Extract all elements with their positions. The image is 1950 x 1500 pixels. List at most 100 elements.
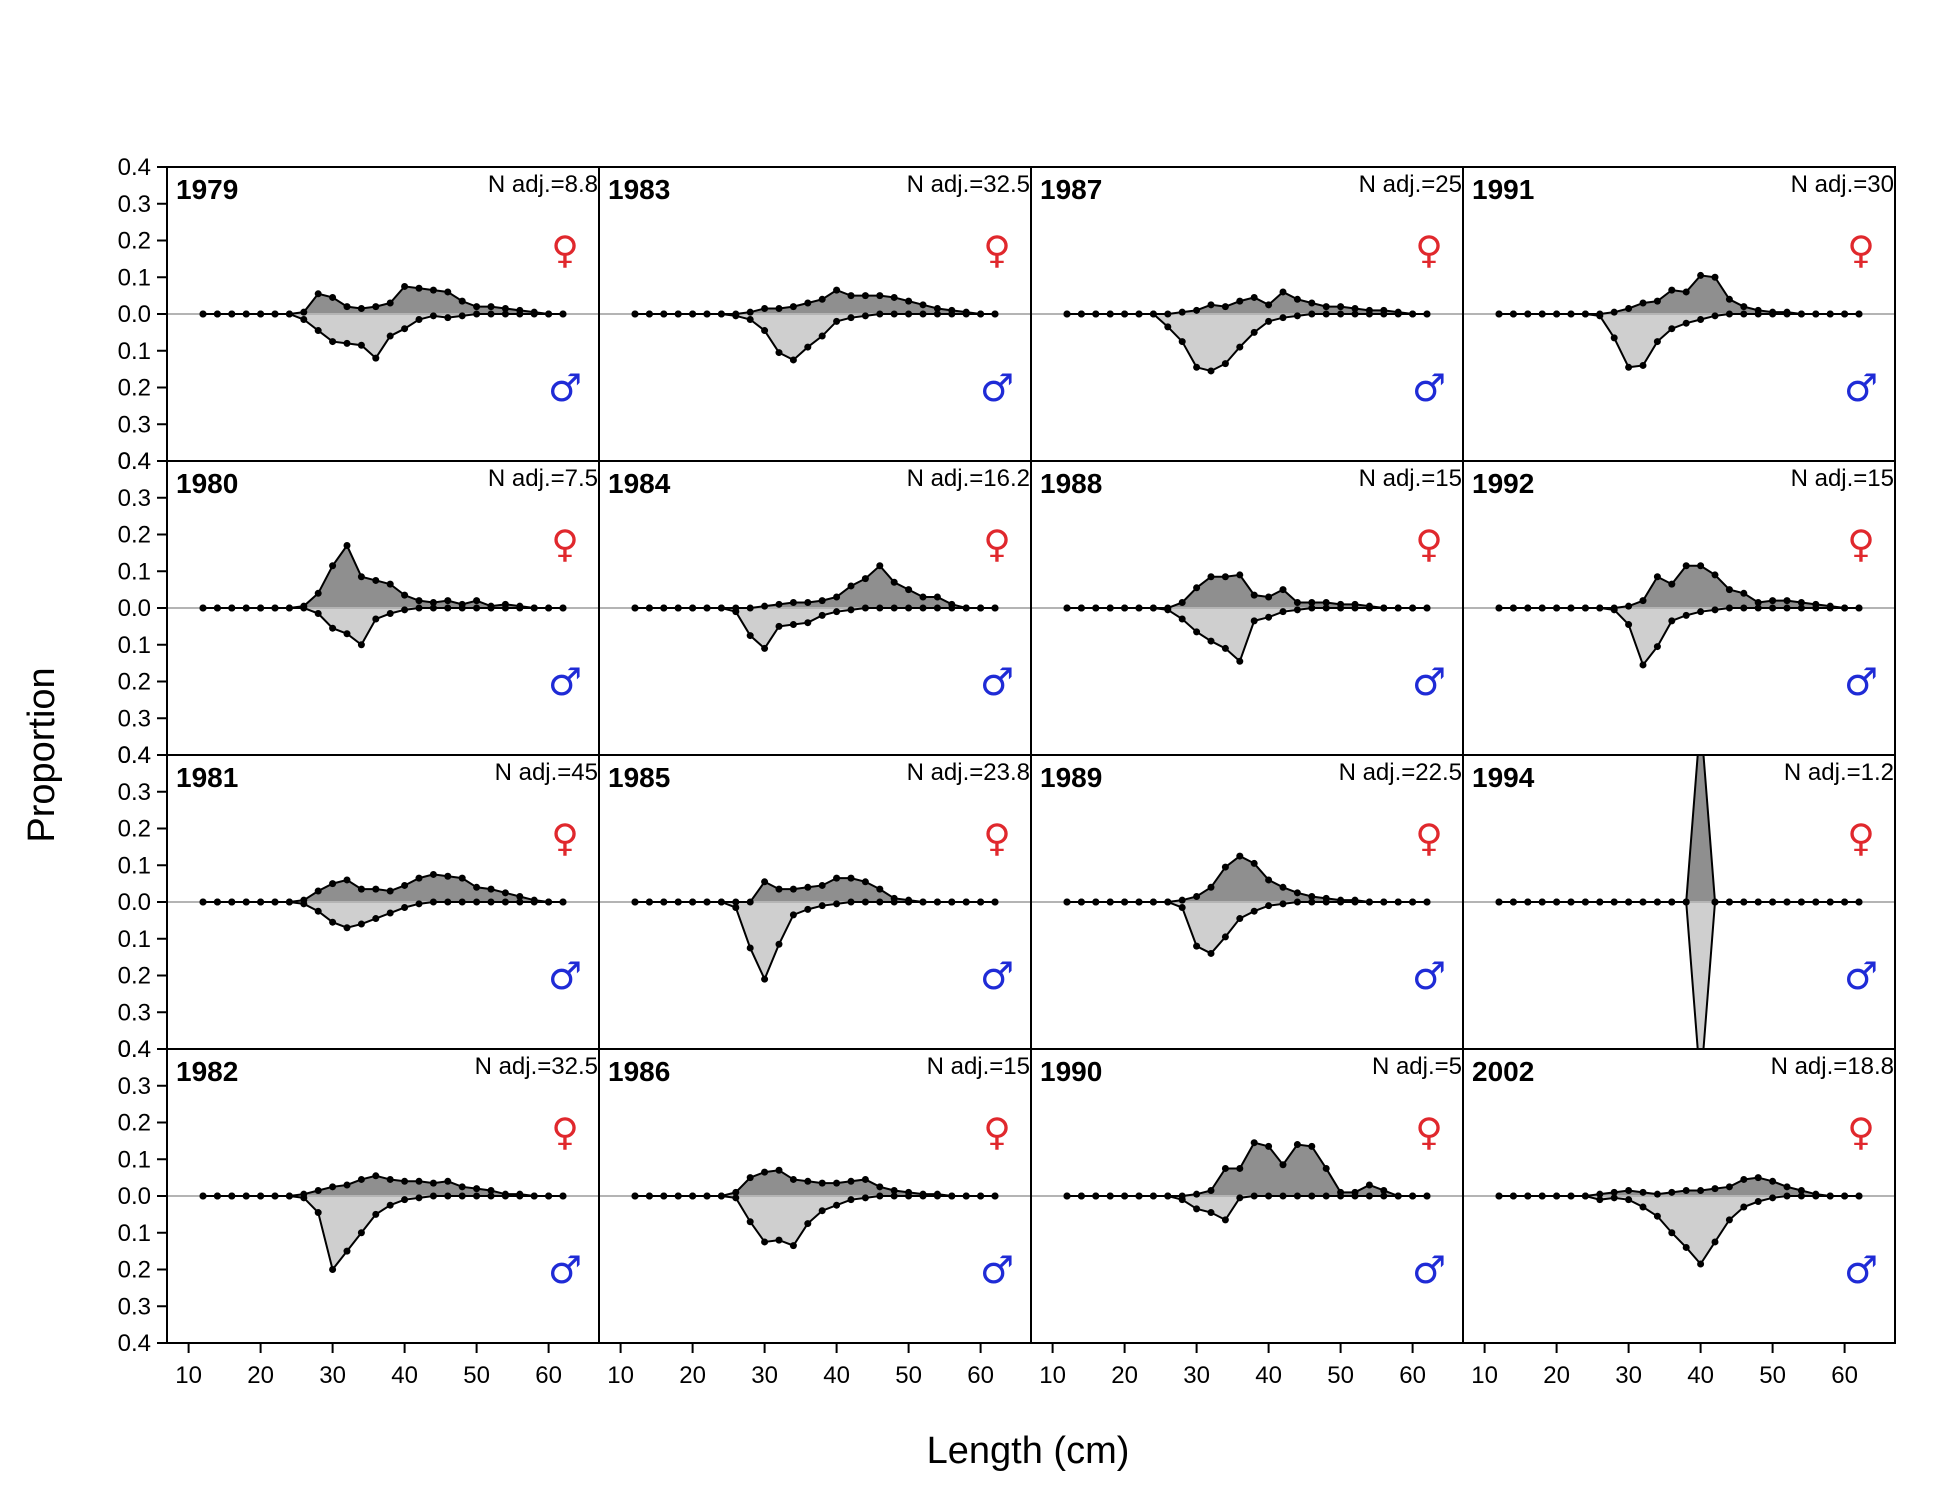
male-point	[645, 1192, 653, 1200]
female-point	[1725, 586, 1733, 594]
x-tick-label: 10	[1039, 1362, 1066, 1389]
male-point	[271, 604, 279, 612]
x-tick-label: 30	[319, 1362, 346, 1389]
female-point	[1265, 593, 1273, 601]
panel-plot-area	[1031, 1139, 1463, 1224]
y-tick-label: 0.4	[118, 742, 151, 769]
male-point	[660, 1192, 668, 1200]
female-point	[429, 870, 437, 878]
male-point	[905, 1192, 913, 1200]
male-point	[357, 920, 365, 928]
male-point	[1149, 898, 1157, 906]
male-point	[1221, 1216, 1229, 1224]
panel-1984: 1984 N adj.=16.2 ♀ ♂	[598, 460, 1032, 756]
female-point	[357, 304, 365, 312]
female-point	[761, 602, 769, 610]
female-point	[1221, 573, 1229, 581]
female-point	[1236, 1164, 1244, 1172]
female-point	[329, 562, 337, 570]
male-point	[977, 310, 985, 318]
male-point	[890, 604, 898, 612]
male-point	[1826, 898, 1834, 906]
male-symbol-icon: ♂	[548, 366, 582, 410]
female-point	[1740, 303, 1748, 311]
male-point	[1092, 1192, 1100, 1200]
male-point	[861, 1194, 869, 1202]
male-point	[1293, 312, 1301, 320]
female-point	[746, 1174, 754, 1182]
female-point	[415, 597, 423, 605]
female-point	[1279, 883, 1287, 891]
female-point	[1193, 1190, 1201, 1198]
female-point	[415, 284, 423, 292]
male-point	[789, 356, 797, 364]
male-point	[645, 310, 653, 318]
female-point	[1682, 1186, 1690, 1194]
female-point	[876, 1183, 884, 1191]
female-point	[386, 1175, 394, 1183]
female-point	[487, 303, 495, 311]
female-point	[804, 1177, 812, 1185]
female-point	[300, 308, 308, 316]
female-point	[833, 593, 841, 601]
male-point	[1524, 898, 1532, 906]
female-point	[1322, 1164, 1330, 1172]
male-point	[199, 898, 207, 906]
male-point	[761, 975, 769, 983]
male-point	[257, 604, 265, 612]
male-symbol-icon: ♂	[1412, 366, 1446, 410]
male-line	[635, 901, 995, 982]
male-point	[833, 608, 841, 616]
female-point	[833, 1179, 841, 1187]
female-point	[1653, 1190, 1661, 1198]
x-tick-label: 50	[895, 1362, 922, 1389]
male-point	[1754, 898, 1762, 906]
y-tick-label: 0.2	[118, 375, 151, 402]
male-point	[1265, 902, 1273, 910]
female-symbol-icon: ♀	[551, 228, 579, 272]
female-symbol-icon: ♀	[1415, 522, 1443, 566]
male-point	[1380, 898, 1388, 906]
male-point	[890, 898, 898, 906]
x-tick-label: 40	[1255, 1362, 1282, 1389]
male-point	[199, 604, 207, 612]
male-point	[631, 604, 639, 612]
y-tick-label: 0.1	[118, 338, 151, 365]
male-point	[314, 610, 322, 618]
male-point	[530, 1192, 538, 1200]
panel-year-label: 1989	[1040, 762, 1102, 793]
male-point	[415, 316, 423, 324]
female-point	[1337, 303, 1345, 311]
female-point	[1711, 273, 1719, 281]
male-point	[1149, 310, 1157, 318]
female-point	[372, 576, 380, 584]
male-point	[1193, 1205, 1201, 1213]
male-point	[732, 312, 740, 320]
panel-nadj-label: N adj.=15	[1791, 465, 1894, 492]
female-point	[314, 1186, 322, 1194]
male-point	[1394, 310, 1402, 318]
male-point	[645, 898, 653, 906]
male-point	[1553, 898, 1561, 906]
male-point	[933, 1192, 941, 1200]
y-tick-label: 0.1	[118, 926, 151, 953]
male-point	[285, 310, 293, 318]
male-point	[415, 604, 423, 612]
male-point	[271, 1192, 279, 1200]
male-point	[818, 902, 826, 910]
male-point	[444, 314, 452, 322]
male-point	[487, 898, 495, 906]
male-area	[1067, 608, 1427, 662]
male-point	[1121, 604, 1129, 612]
male-point	[804, 905, 812, 913]
panel-nadj-label: N adj.=16.2	[907, 465, 1030, 492]
male-point	[1783, 310, 1791, 318]
x-tick-label: 60	[967, 1362, 994, 1389]
female-point	[1178, 896, 1186, 904]
female-point	[429, 286, 437, 294]
female-point	[1697, 1186, 1705, 1194]
female-point	[1293, 889, 1301, 897]
female-point	[1639, 1188, 1647, 1196]
panel-plot-area	[1031, 288, 1463, 375]
female-point	[401, 591, 409, 599]
